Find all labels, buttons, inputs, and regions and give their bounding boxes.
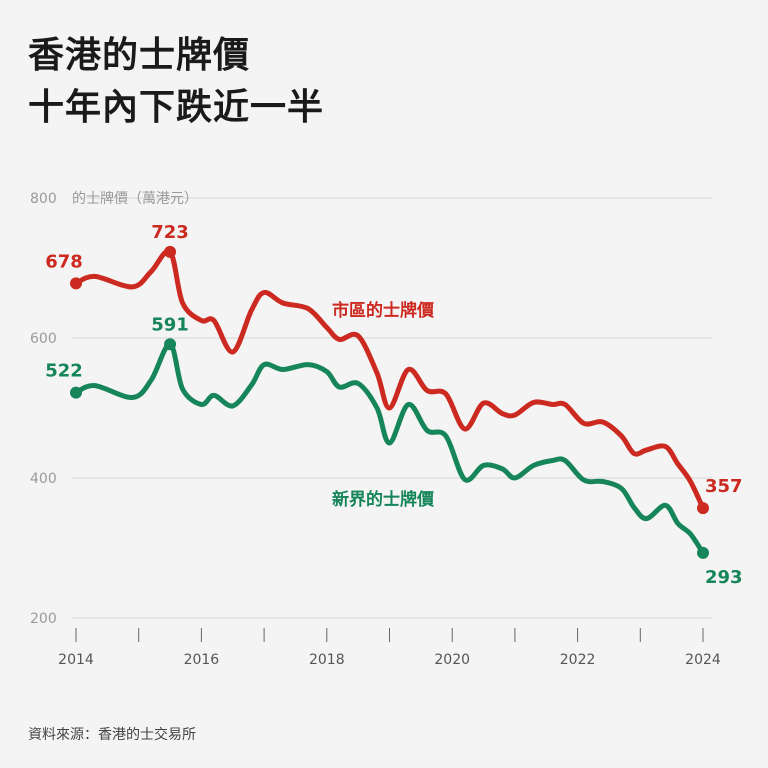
y-tick-label: 400 xyxy=(30,471,57,487)
chart-title: 香港的士牌價 十年內下跌近一半 xyxy=(28,30,324,134)
title-line-2: 十年內下跌近一半 xyxy=(28,87,325,128)
source-note: 資料來源：香港的士交易所 xyxy=(28,727,196,743)
x-tick-label: 2014 xyxy=(58,652,94,668)
series-line-nt xyxy=(73,341,706,556)
data-label-nt: 293 xyxy=(705,567,743,588)
data-point-nt xyxy=(70,386,82,399)
x-tick-label: 2018 xyxy=(309,652,345,668)
data-point-nt xyxy=(697,546,709,559)
x-tick-label: 2022 xyxy=(560,652,596,668)
series-line-urban xyxy=(73,248,706,511)
y-tick-label: 200 xyxy=(30,611,57,627)
data-label-urban: 723 xyxy=(151,222,189,243)
data-point-urban xyxy=(697,502,709,515)
data-label-nt: 522 xyxy=(45,361,83,382)
line-chart: 200 400 600 800 的士牌價（萬港元） 2014 2016 2018 2020 202… xyxy=(30,190,743,668)
x-tick-label: 2020 xyxy=(434,652,470,668)
data-point-nt xyxy=(164,338,177,351)
series-label-urban: 市區的士牌價 xyxy=(332,300,435,321)
series-label-nt: 新界的士牌價 xyxy=(332,489,435,510)
x-tick-label: 2024 xyxy=(685,652,721,668)
data-point-urban xyxy=(164,245,177,258)
x-tick-label: 2016 xyxy=(184,652,220,668)
title-line-1: 香港的士牌價 xyxy=(28,35,251,76)
y-axis-label: 的士牌價（萬港元） xyxy=(72,190,198,207)
data-label-urban: 357 xyxy=(705,476,743,497)
data-label-urban: 678 xyxy=(45,251,83,272)
y-tick-label: 600 xyxy=(30,331,57,347)
data-point-urban xyxy=(70,277,82,290)
data-label-nt: 591 xyxy=(151,314,189,335)
y-tick-label: 800 xyxy=(30,191,57,207)
